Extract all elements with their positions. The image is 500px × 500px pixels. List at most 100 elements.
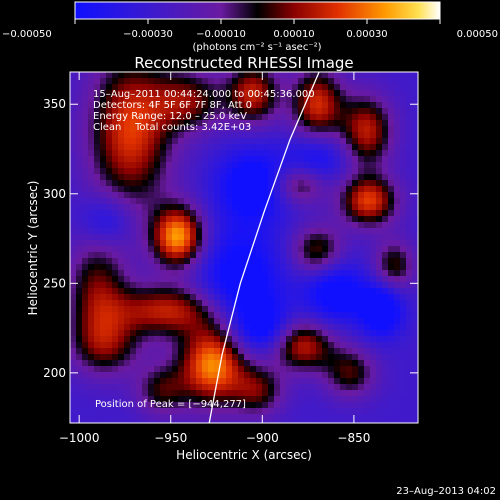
heatmap-cell bbox=[400, 390, 407, 397]
heatmap-cell bbox=[238, 324, 245, 331]
heatmap-cell bbox=[130, 348, 137, 355]
heatmap-cell bbox=[226, 204, 233, 211]
heatmap-cell bbox=[178, 108, 185, 115]
heatmap-cell bbox=[172, 72, 179, 79]
heatmap-cell bbox=[88, 312, 95, 319]
heatmap-cell bbox=[370, 294, 377, 301]
heatmap-cell bbox=[244, 108, 251, 115]
heatmap-cell bbox=[202, 192, 209, 199]
heatmap-cell bbox=[400, 126, 407, 133]
heatmap-cell bbox=[328, 114, 335, 121]
heatmap-cell bbox=[196, 234, 203, 241]
heatmap-cell bbox=[292, 192, 299, 199]
heatmap-cell bbox=[334, 144, 341, 151]
heatmap-cell bbox=[364, 102, 371, 109]
x-tick-label: −1000 bbox=[59, 431, 100, 445]
heatmap-cell bbox=[94, 390, 101, 397]
heatmap-cell bbox=[76, 246, 83, 253]
heatmap-cell bbox=[322, 96, 329, 103]
heatmap-cell bbox=[268, 264, 275, 271]
heatmap-cell bbox=[394, 180, 401, 187]
heatmap-cell bbox=[100, 78, 107, 85]
heatmap-cell bbox=[148, 174, 155, 181]
heatmap-cell bbox=[130, 156, 137, 163]
heatmap-cell bbox=[142, 216, 149, 223]
heatmap-cell bbox=[304, 402, 311, 409]
heatmap-cell bbox=[112, 414, 119, 421]
heatmap-cell bbox=[352, 174, 359, 181]
heatmap-cell bbox=[304, 240, 311, 247]
heatmap-cell bbox=[274, 180, 281, 187]
heatmap-cell bbox=[154, 342, 161, 349]
heatmap-cell bbox=[364, 204, 371, 211]
heatmap-cell bbox=[298, 198, 305, 205]
heatmap-cell bbox=[262, 306, 269, 313]
heatmap-cell bbox=[94, 252, 101, 259]
heatmap-cell bbox=[334, 114, 341, 121]
heatmap-cell bbox=[310, 84, 317, 91]
heatmap-cell bbox=[124, 216, 131, 223]
heatmap-cell bbox=[298, 408, 305, 415]
heatmap-cell bbox=[304, 252, 311, 259]
heatmap-cell bbox=[202, 288, 209, 295]
heatmap-cell bbox=[88, 162, 95, 169]
heatmap-cell bbox=[82, 216, 89, 223]
heatmap-cell bbox=[292, 402, 299, 409]
heatmap-cell bbox=[400, 294, 407, 301]
heatmap-cell bbox=[82, 306, 89, 313]
heatmap-cell bbox=[292, 300, 299, 307]
heatmap-cell bbox=[286, 186, 293, 193]
heatmap-cell bbox=[130, 420, 137, 423]
heatmap-cell bbox=[202, 228, 209, 235]
heatmap-cell bbox=[340, 204, 347, 211]
heatmap-cell bbox=[394, 264, 401, 271]
heatmap-cell bbox=[238, 282, 245, 289]
heatmap-cell bbox=[232, 384, 239, 391]
heatmap-cell bbox=[352, 282, 359, 289]
heatmap-cell bbox=[352, 264, 359, 271]
heatmap-cell bbox=[316, 228, 323, 235]
heatmap-cell bbox=[316, 342, 323, 349]
heatmap-cell bbox=[136, 288, 143, 295]
heatmap-cell bbox=[382, 330, 389, 337]
heatmap-cell bbox=[178, 258, 185, 265]
heatmap-cell bbox=[412, 162, 418, 169]
heatmap-cell bbox=[220, 240, 227, 247]
heatmap-cell bbox=[226, 384, 233, 391]
heatmap-cell bbox=[262, 222, 269, 229]
heatmap-cell bbox=[178, 90, 185, 97]
heatmap-cell bbox=[94, 414, 101, 421]
heatmap-cell bbox=[412, 120, 418, 127]
heatmap-cell bbox=[136, 330, 143, 337]
heatmap-cell bbox=[322, 222, 329, 229]
heatmap-cell bbox=[274, 306, 281, 313]
heatmap-cell bbox=[196, 174, 203, 181]
heatmap-cell bbox=[376, 174, 383, 181]
heatmap-cell bbox=[394, 228, 401, 235]
colorbar-tick-label: 0.00030 bbox=[346, 29, 387, 40]
heatmap-cell bbox=[82, 288, 89, 295]
heatmap-cell bbox=[370, 324, 377, 331]
heatmap-cell bbox=[382, 96, 389, 103]
heatmap-cell bbox=[358, 288, 365, 295]
heatmap-cell bbox=[208, 420, 215, 423]
heatmap-cell bbox=[136, 396, 143, 403]
heatmap-cell bbox=[400, 78, 407, 85]
heatmap-cell bbox=[406, 294, 413, 301]
heatmap-cell bbox=[238, 300, 245, 307]
heatmap-cell bbox=[94, 144, 101, 151]
heatmap-cell bbox=[244, 72, 251, 79]
heatmap-cell bbox=[172, 84, 179, 91]
heatmap-cell bbox=[286, 354, 293, 361]
heatmap-cell bbox=[304, 174, 311, 181]
heatmap-cell bbox=[400, 156, 407, 163]
heatmap-cell bbox=[118, 174, 125, 181]
heatmap-cell bbox=[262, 240, 269, 247]
heatmap-cell bbox=[250, 180, 257, 187]
heatmap-cell bbox=[238, 342, 245, 349]
annotation-energy-range: Energy Range: 12.0 – 25.0 keV bbox=[93, 111, 247, 122]
heatmap-cell bbox=[136, 384, 143, 391]
heatmap-cell bbox=[226, 150, 233, 157]
heatmap-cell bbox=[370, 372, 377, 379]
heatmap-cell bbox=[280, 228, 287, 235]
